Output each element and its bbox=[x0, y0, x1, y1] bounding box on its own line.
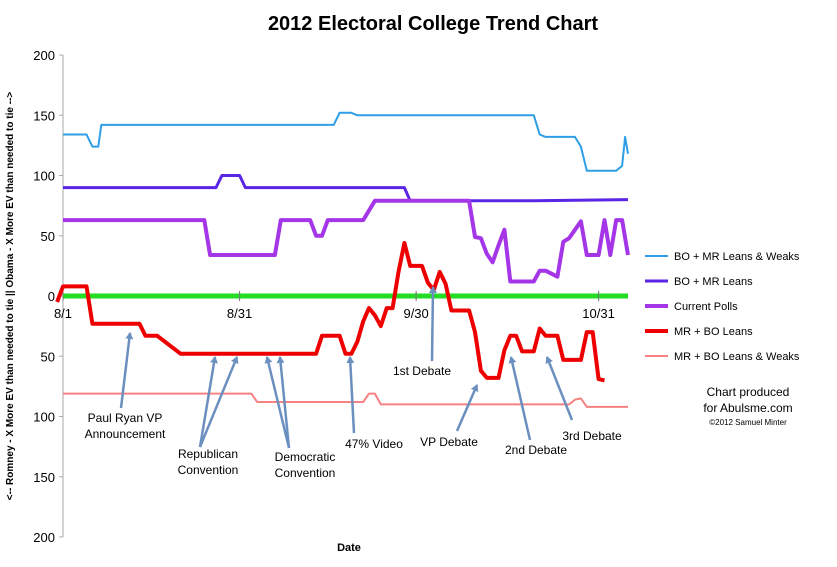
series-line-3 bbox=[55, 241, 605, 383]
annotation-arrow bbox=[545, 356, 574, 421]
x-axis-label: Date bbox=[337, 542, 361, 554]
annotation-label: Paul Ryan VP bbox=[88, 411, 163, 425]
y-tick-label: 50 bbox=[41, 229, 55, 244]
legend-label: BO + MR Leans & Weaks bbox=[674, 251, 800, 263]
annotation-label: Republican bbox=[178, 447, 238, 461]
y-tick-label: 200 bbox=[33, 48, 55, 63]
x-tick-label: 8/31 bbox=[227, 306, 252, 321]
annotation-arrow bbox=[119, 332, 134, 409]
annotation-label: 2nd Debate bbox=[505, 443, 567, 457]
annotation-arrow bbox=[264, 356, 291, 449]
x-tick-label: 8/1 bbox=[54, 306, 72, 321]
y-tick-label: 0 bbox=[48, 289, 55, 304]
credit-line-3: ©2012 Samuel Minter bbox=[709, 418, 787, 427]
annotation-arrow bbox=[508, 356, 532, 441]
credit-block: Chart produced for Abulsme.com ©2012 Sam… bbox=[703, 385, 792, 427]
annotation-label: 47% Video bbox=[345, 437, 403, 451]
legend-label: BO + MR Leans bbox=[674, 276, 753, 288]
series-line-2 bbox=[63, 198, 630, 284]
credit-line-2: for Abulsme.com bbox=[703, 401, 792, 415]
annotation-arrow bbox=[276, 356, 291, 449]
annotation-label-line2: Convention bbox=[275, 466, 336, 480]
legend-label: MR + BO Leans & Weaks bbox=[674, 351, 800, 363]
y-tick-label: 100 bbox=[33, 169, 55, 184]
legend: BO + MR Leans & Weaks BO + MR Leans Curren… bbox=[645, 251, 800, 363]
y-tick-label: 150 bbox=[33, 108, 55, 123]
y-tick-label: 150 bbox=[33, 470, 55, 485]
annotation-layer: Paul Ryan VP Announcement Republican Conven… bbox=[85, 286, 622, 480]
annotation-arrow bbox=[198, 356, 239, 448]
annotation-arrow bbox=[346, 356, 356, 434]
annotation-arrow bbox=[455, 384, 479, 432]
y-tick-label: 200 bbox=[33, 530, 55, 545]
y-axis-label: <-- Romney - X More EV than needed to ti… bbox=[5, 92, 16, 501]
annotation-label: 3rd Debate bbox=[562, 429, 622, 443]
credit-line-1: Chart produced bbox=[707, 385, 790, 399]
annotation-label: 1st Debate bbox=[393, 364, 451, 378]
y-tick-label: 50 bbox=[41, 349, 55, 364]
series-line-4 bbox=[63, 392, 628, 408]
series-line-1 bbox=[63, 174, 629, 203]
series-layer bbox=[55, 111, 630, 408]
chart-title: 2012 Electoral College Trend Chart bbox=[268, 13, 598, 35]
x-tick-label: 10/31 bbox=[582, 306, 615, 321]
annotation-label: VP Debate bbox=[420, 435, 478, 449]
annotation-label: Democratic bbox=[275, 450, 336, 464]
annotation-arrow bbox=[428, 286, 437, 362]
annotation-arrow bbox=[198, 356, 218, 448]
x-tick-label: 9/30 bbox=[403, 306, 428, 321]
annotation-label-line2: Announcement bbox=[85, 427, 166, 441]
series-line-0 bbox=[63, 111, 629, 172]
annotation-label-line2: Convention bbox=[178, 463, 239, 477]
legend-label: Current Polls bbox=[674, 301, 738, 313]
legend-label: MR + BO Leans bbox=[674, 326, 753, 338]
y-tick-label: 100 bbox=[33, 410, 55, 425]
